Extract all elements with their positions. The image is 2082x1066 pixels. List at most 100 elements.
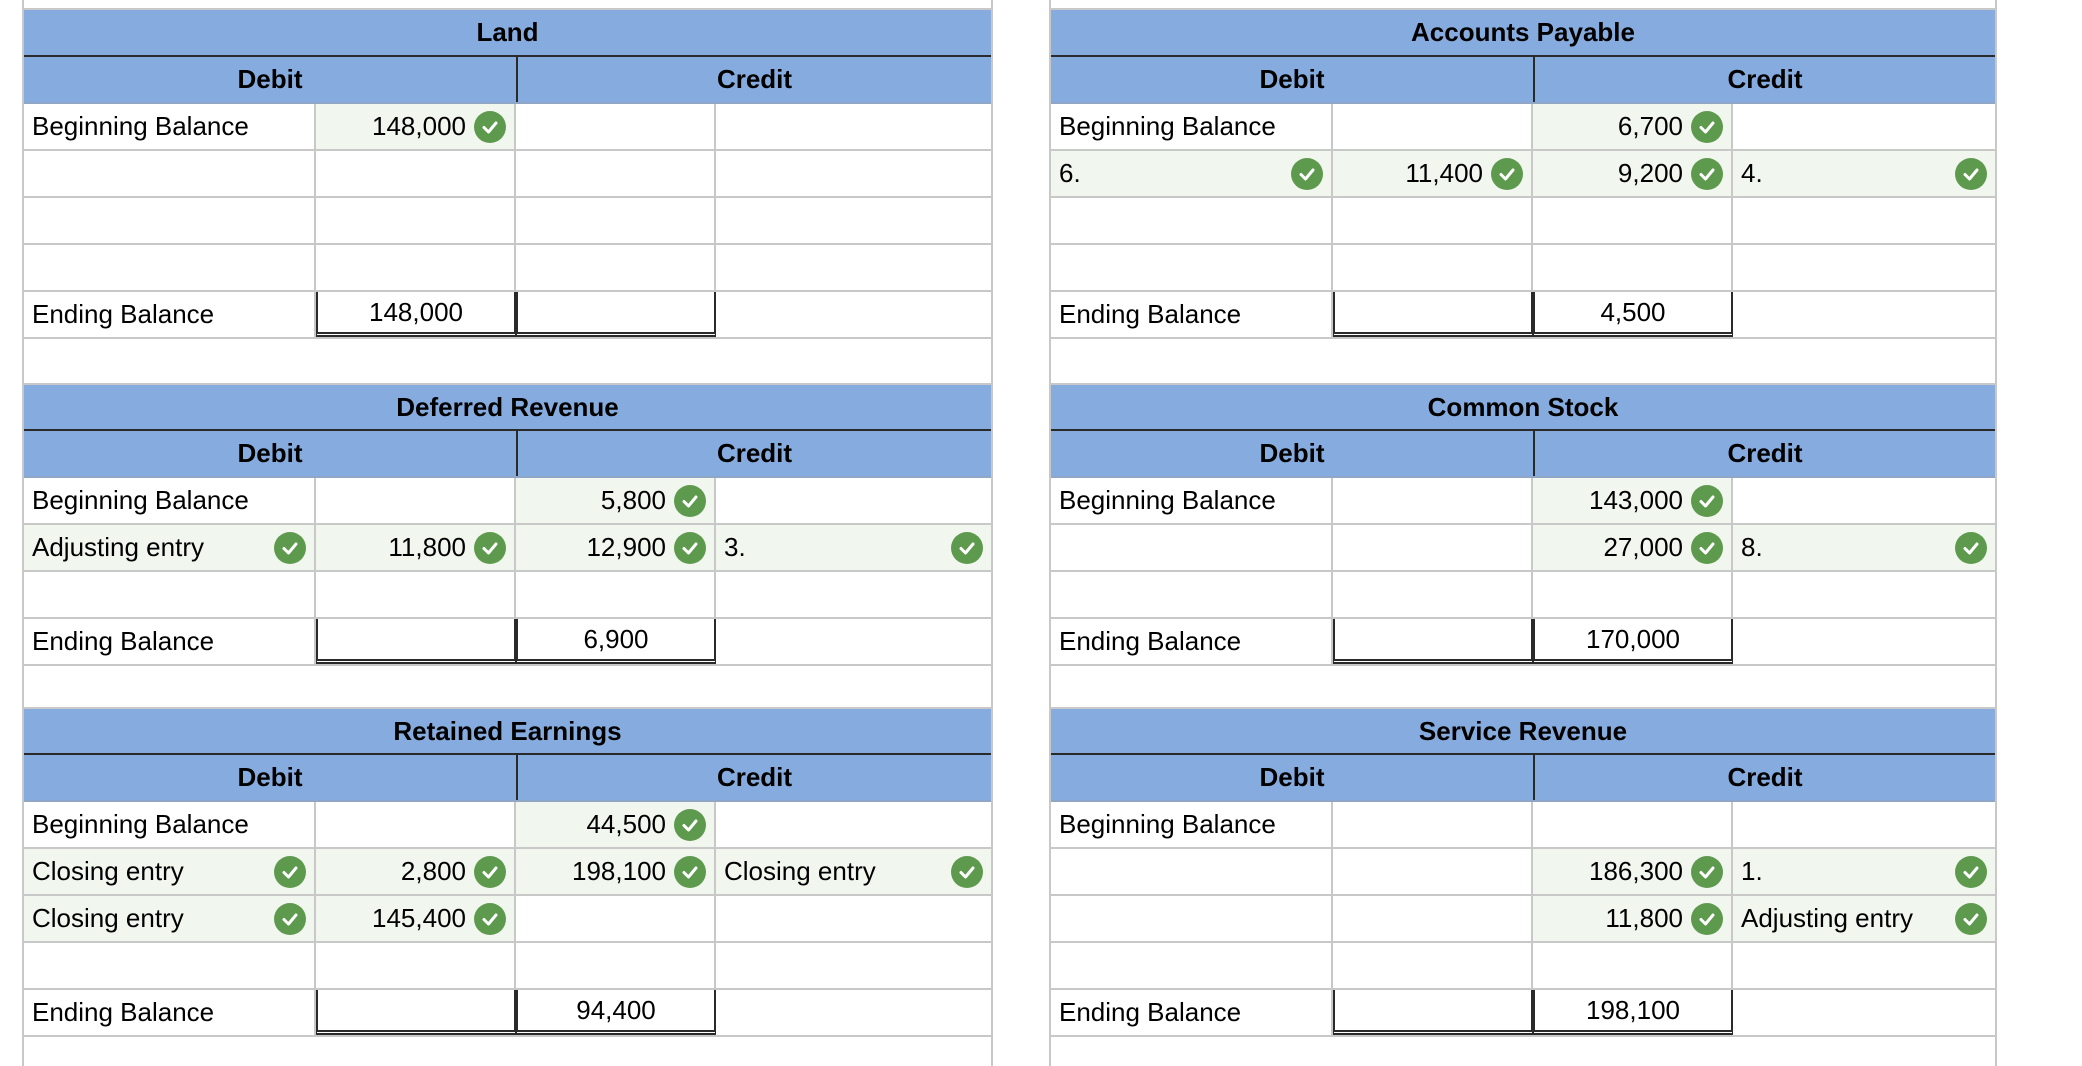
credit-amount-field[interactable]: 27,000	[1533, 525, 1733, 570]
debit-label-field[interactable]: Closing entry	[24, 849, 316, 894]
debit-amount-field[interactable]	[316, 943, 516, 988]
debit-label-field[interactable]	[1051, 198, 1333, 243]
credit-amount-field[interactable]: 44,500	[516, 802, 716, 847]
credit-label-field[interactable]	[716, 104, 991, 149]
debit-label-field[interactable]	[24, 572, 316, 617]
credit-amount-field[interactable]	[1533, 198, 1733, 243]
credit-label-field[interactable]: 8.	[1733, 525, 1995, 570]
credit-label-field[interactable]	[1733, 245, 1995, 290]
credit-amount-field[interactable]: 186,300	[1533, 849, 1733, 894]
credit-amount-field[interactable]: 12,900	[516, 525, 716, 570]
debit-label-field[interactable]: Closing entry	[24, 896, 316, 941]
debit-amount-field[interactable]: 11,400	[1333, 151, 1533, 196]
debit-label-field[interactable]	[24, 198, 316, 243]
debit-amount-field[interactable]	[316, 151, 516, 196]
credit-amount-field[interactable]	[516, 943, 716, 988]
credit-header: Credit	[516, 431, 991, 476]
credit-label-field[interactable]	[716, 802, 991, 847]
check-circle-icon	[1691, 855, 1723, 888]
credit-label-field[interactable]	[716, 151, 991, 196]
debit-amount-field[interactable]	[1333, 198, 1533, 243]
debit-amount-field[interactable]	[316, 245, 516, 290]
credit-label-field[interactable]	[1733, 198, 1995, 243]
retained-earnings-row-2: Closing entry 2,800 198,100 Closing entr…	[24, 849, 991, 896]
credit-amount-field[interactable]	[1533, 245, 1733, 290]
credit-label-field[interactable]: Adjusting entry	[1733, 896, 1995, 941]
credit-label-field[interactable]: Closing entry	[716, 849, 991, 894]
debit-amount-field[interactable]	[316, 572, 516, 617]
debit-label-field[interactable]	[1051, 943, 1333, 988]
debit-label-field[interactable]	[24, 943, 316, 988]
credit-amount-field[interactable]: 11,800	[1533, 896, 1733, 941]
credit-label-field[interactable]	[1733, 478, 1995, 523]
debit-label-field[interactable]: 6.	[1051, 151, 1333, 196]
credit-header: Credit	[1533, 431, 1995, 476]
credit-amount-field[interactable]	[1533, 943, 1733, 988]
credit-label-field[interactable]	[1733, 943, 1995, 988]
debit-amount-field[interactable]	[1333, 943, 1533, 988]
debit-amount-field[interactable]: 11,800	[316, 525, 516, 570]
credit-amount-field[interactable]: 5,800	[516, 478, 716, 523]
credit-amount-field[interactable]	[516, 198, 716, 243]
credit-label-field[interactable]	[716, 943, 991, 988]
credit-amount-field[interactable]	[516, 896, 716, 941]
debit-header: Debit	[1259, 438, 1325, 468]
credit-amount-field[interactable]	[516, 572, 716, 617]
credit-header: Credit	[1533, 755, 1995, 800]
debit-amount-field[interactable]	[1333, 572, 1533, 617]
spacer	[1051, 0, 1995, 10]
check-circle-icon	[674, 484, 706, 517]
debit-amount-field[interactable]	[316, 198, 516, 243]
debit-header: Debit	[237, 438, 303, 468]
debit-label-field[interactable]	[1051, 572, 1333, 617]
debit-amount-field[interactable]	[1333, 245, 1533, 290]
debit-amount-field[interactable]	[1333, 104, 1533, 149]
debit-label-field[interactable]	[24, 151, 316, 196]
credit-label-field[interactable]	[716, 245, 991, 290]
credit-amount-field[interactable]: 6,700	[1533, 104, 1733, 149]
debit-amount-field[interactable]	[1333, 478, 1533, 523]
credit-label-field[interactable]: 1.	[1733, 849, 1995, 894]
accounts-payable-row-3	[1051, 198, 1995, 245]
credit-amount-field[interactable]: 9,200	[1533, 151, 1733, 196]
debit-label-field[interactable]	[1051, 896, 1333, 941]
credit-amount-field[interactable]	[516, 104, 716, 149]
credit-amount-field[interactable]	[1533, 802, 1733, 847]
ending-credit-balance: 6,900	[516, 619, 716, 664]
credit-label-field[interactable]	[1733, 572, 1995, 617]
credit-amount-field[interactable]	[516, 151, 716, 196]
debit-label-field[interactable]: Adjusting entry	[24, 525, 316, 570]
debit-header: Debit	[237, 762, 303, 792]
credit-label-field[interactable]	[716, 572, 991, 617]
debit-amount-field[interactable]: 145,400	[316, 896, 516, 941]
debit-label-field[interactable]	[1051, 849, 1333, 894]
debit-amount-field[interactable]	[1333, 802, 1533, 847]
ending-credit-balance: 4,500	[1533, 292, 1733, 337]
ending-debit-balance	[1333, 619, 1533, 664]
credit-label-field[interactable]	[1733, 802, 1995, 847]
credit-amount-field[interactable]: 143,000	[1533, 478, 1733, 523]
debit-label-field[interactable]	[24, 245, 316, 290]
check-circle-icon	[674, 808, 706, 841]
service-revenue-header: Debit Credit	[1051, 755, 1995, 802]
credit-amount-field[interactable]: 198,100	[516, 849, 716, 894]
credit-amount-field[interactable]	[1533, 572, 1733, 617]
credit-label-field[interactable]	[1733, 104, 1995, 149]
credit-label-field[interactable]: 4.	[1733, 151, 1995, 196]
check-circle-icon	[274, 855, 306, 888]
debit-amount-field[interactable]	[316, 478, 516, 523]
debit-amount-field[interactable]	[1333, 896, 1533, 941]
credit-label-field[interactable]: 3.	[716, 525, 991, 570]
credit-amount-field[interactable]	[516, 245, 716, 290]
debit-label-field[interactable]	[1051, 525, 1333, 570]
debit-amount-field[interactable]	[1333, 849, 1533, 894]
debit-amount-field[interactable]	[316, 802, 516, 847]
credit-label-field[interactable]	[716, 478, 991, 523]
debit-amount-field[interactable]: 148,000	[316, 104, 516, 149]
debit-amount-field[interactable]	[1333, 525, 1533, 570]
debit-amount-field[interactable]: 2,800	[316, 849, 516, 894]
credit-label-field[interactable]	[716, 198, 991, 243]
right-column: Accounts Payable Debit Credit Beginning …	[1049, 0, 1997, 1066]
credit-label-field[interactable]	[716, 896, 991, 941]
debit-label-field[interactable]	[1051, 245, 1333, 290]
